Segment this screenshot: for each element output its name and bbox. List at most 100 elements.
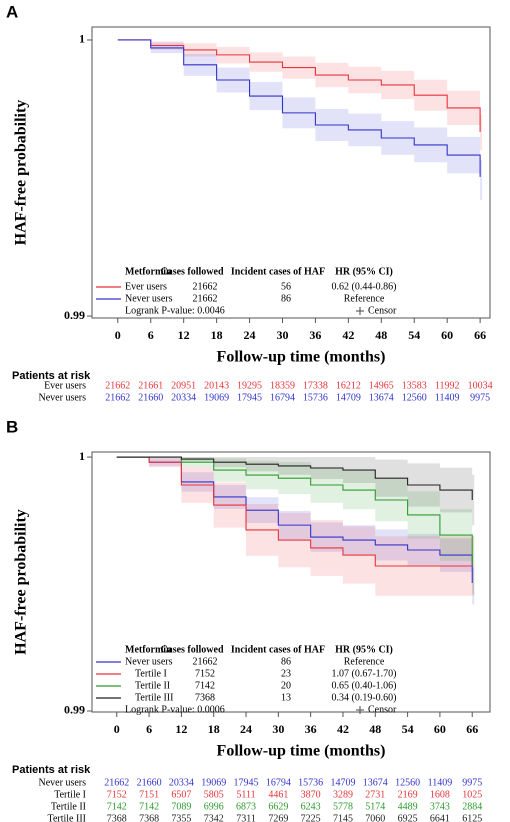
- legend-hr: 0.34 (0.19-0.60): [332, 692, 397, 703]
- at-risk-count: 16212: [336, 380, 361, 391]
- x-axis-title: Follow-up time (months): [217, 743, 386, 760]
- legend-cases: 7368: [195, 692, 215, 703]
- x-tick-label: 42: [342, 328, 354, 342]
- x-tick-label: 36: [309, 328, 321, 342]
- x-tick-label: 6: [146, 722, 152, 736]
- at-risk-row-label: Never users: [39, 777, 87, 788]
- panel-label: B: [6, 417, 18, 436]
- at-risk-count: 21660: [138, 392, 163, 403]
- x-tick-label: 30: [272, 722, 284, 736]
- legend-cases: 21662: [193, 656, 218, 667]
- at-risk-count: 21662: [105, 392, 130, 403]
- legend-header: HR (95% CI): [335, 644, 393, 655]
- legend-incident: 56: [281, 281, 291, 292]
- legend-name: Tertile III: [135, 692, 173, 703]
- at-risk-count: 3743: [430, 801, 450, 812]
- at-risk-count: 16794: [270, 392, 295, 403]
- x-tick-label: 54: [408, 328, 420, 342]
- at-risk-count: 6507: [171, 789, 191, 800]
- x-tick-label: 36: [305, 722, 317, 736]
- legend-cases: 21662: [193, 281, 218, 292]
- at-risk-count: 4461: [268, 789, 288, 800]
- legend-hr: 1.07 (0.67-1.70): [332, 668, 397, 679]
- x-tick-label: 0: [114, 722, 120, 736]
- ci-band: [472, 535, 475, 595]
- at-risk-count: 15736: [303, 392, 328, 403]
- at-risk-count: 7355: [171, 813, 191, 822]
- ci-band: [480, 115, 483, 151]
- at-risk-count: 21662: [104, 777, 129, 788]
- censor-label: Censor: [368, 704, 397, 715]
- at-risk-count: 16794: [266, 777, 291, 788]
- at-risk-count: 5778: [333, 801, 353, 812]
- legend-name: Never users: [125, 656, 173, 667]
- at-risk-row-label: Tertile II: [51, 801, 86, 812]
- at-risk-count: 21662: [105, 380, 130, 391]
- at-risk-count: 3289: [333, 789, 353, 800]
- at-risk-count: 10034: [468, 380, 493, 391]
- at-risk-count: 21661: [138, 380, 163, 391]
- x-tick-label: 48: [369, 722, 381, 736]
- at-risk-count: 7311: [236, 813, 256, 822]
- at-risk-count: 12560: [402, 392, 427, 403]
- at-risk-count: 14965: [369, 380, 394, 391]
- x-tick-label: 60: [434, 722, 446, 736]
- survival-curve: [117, 39, 481, 177]
- x-tick-label: 18: [211, 328, 223, 342]
- at-risk-count: 4489: [398, 801, 418, 812]
- survival-curve: [116, 456, 473, 565]
- at-risk-count: 14709: [336, 392, 361, 403]
- x-tick-label: 60: [441, 328, 453, 342]
- at-risk-count: 17338: [303, 380, 328, 391]
- x-tick-label: 6: [148, 328, 154, 342]
- censor-label: Censor: [368, 305, 397, 316]
- at-risk-count: 9975: [470, 392, 490, 403]
- at-risk-count: 5805: [204, 789, 224, 800]
- at-risk-count: 7269: [268, 813, 288, 822]
- y-tick-label: 1: [79, 449, 85, 463]
- at-risk-count: 9975: [462, 777, 482, 788]
- at-risk-count: 7142: [139, 801, 159, 812]
- legend-header: Incident cases of HAF: [231, 644, 325, 655]
- survival-curve: [116, 456, 473, 500]
- x-tick-label: 42: [337, 722, 349, 736]
- x-tick-label: 30: [276, 328, 288, 342]
- at-risk-count: 20334: [169, 777, 194, 788]
- at-risk-count: 17945: [234, 777, 259, 788]
- legend-hr: 0.62 (0.44-0.86): [332, 281, 397, 292]
- at-risk-count: 13674: [369, 392, 394, 403]
- at-risk-count: 2169: [398, 789, 418, 800]
- legend-header: Incident cases of HAF: [231, 266, 325, 277]
- x-tick-label: 12: [175, 722, 187, 736]
- x-tick-label: 24: [244, 328, 256, 342]
- legend-incident: 86: [281, 656, 291, 667]
- censor-symbol: [356, 307, 364, 315]
- legend-incident: 20: [281, 680, 291, 691]
- at-risk-row-label: Never users: [39, 392, 87, 403]
- legend-name: Tertile I: [135, 668, 167, 679]
- at-risk-count: 7368: [139, 813, 159, 822]
- at-risk-row-label: Tertile III: [48, 813, 86, 822]
- legend-header: HR (95% CI): [335, 266, 393, 277]
- at-risk-count: 6873: [236, 801, 256, 812]
- plot-frame: [91, 26, 491, 319]
- at-risk-row-label: Ever users: [44, 380, 86, 391]
- at-risk-count: 1608: [430, 789, 450, 800]
- at-risk-count: 1025: [462, 789, 482, 800]
- x-tick-label: 54: [402, 722, 414, 736]
- at-risk-count: 11409: [435, 392, 460, 403]
- legend-name: Ever users: [125, 281, 167, 292]
- survival-curve: [116, 456, 473, 567]
- at-risk-count: 7368: [107, 813, 127, 822]
- at-risk-count: 6925: [398, 813, 418, 822]
- legend-header: Cases followed: [160, 266, 223, 277]
- ci-band: [472, 567, 475, 605]
- at-risk-count: 7142: [107, 801, 127, 812]
- at-risk-count: 7060: [365, 813, 385, 822]
- legend-cases: 7152: [195, 668, 215, 679]
- y-tick-label: 0.99: [64, 703, 85, 717]
- y-axis-title: HAF-free probability: [13, 100, 30, 246]
- at-risk-count: 20334: [171, 392, 196, 403]
- censor-symbol: [356, 706, 364, 714]
- y-tick-label: 1: [79, 32, 85, 46]
